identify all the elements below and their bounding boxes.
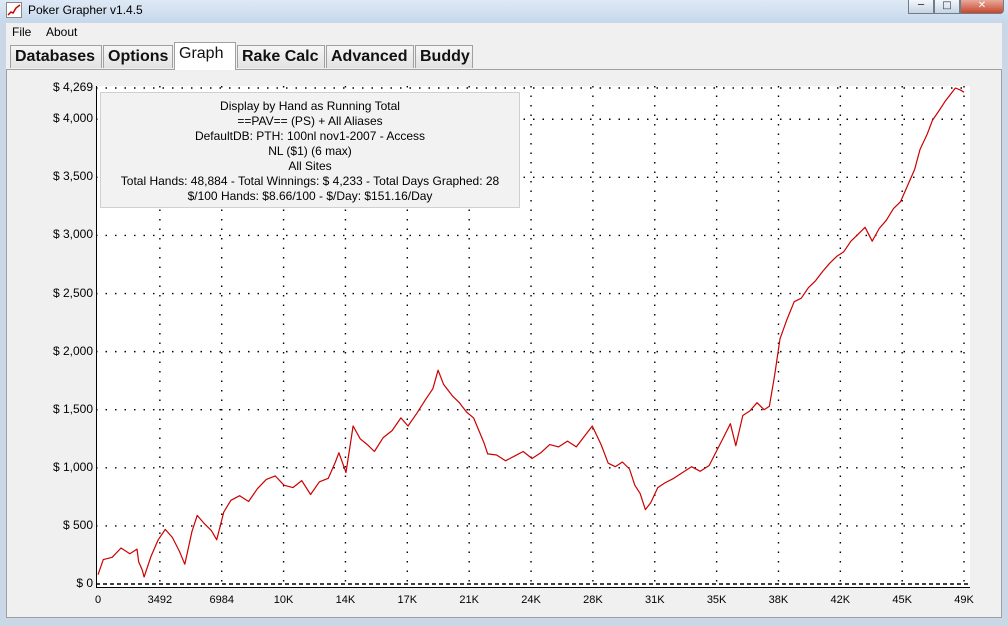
y-tick-label: $ 1,000 — [52, 459, 93, 474]
y-tick-label: $ 500 — [62, 517, 93, 532]
maximize-button[interactable]: □ — [934, 0, 960, 14]
y-tick-label: $ 0 — [76, 576, 93, 590]
tab-advanced[interactable]: Advanced — [326, 45, 414, 68]
info-game: NL ($1) (6 max) — [268, 144, 352, 158]
y-tick-label: $ 2,000 — [52, 343, 93, 358]
tab-graph[interactable]: Graph — [174, 42, 236, 70]
info-totals: Total Hands: 48,884 - Total Winnings: $ … — [120, 174, 500, 188]
x-tick-label: 49K — [954, 594, 974, 606]
x-tick-label: 24K — [521, 594, 541, 606]
x-tick-label: 38K — [768, 594, 789, 606]
tab-databases[interactable]: Databases — [10, 45, 102, 68]
y-tick-label: $ 1,500 — [52, 401, 93, 416]
x-tick-label: 14K — [335, 594, 356, 606]
info-database: DefaultDB: PTH: 100nl nov1-2007 - Access — [194, 129, 426, 143]
x-tick-label: 0 — [94, 594, 102, 606]
menu-bar: File About — [6, 23, 1002, 40]
winnings-chart — [96, 86, 970, 588]
window-title: Poker Grapher v1.4.5 — [28, 3, 143, 17]
y-tick-label: $ 3,500 — [52, 169, 93, 184]
tab-rake-calc[interactable]: Rake Calc — [237, 45, 325, 68]
x-tick-label: 17K — [397, 594, 418, 606]
tab-options[interactable]: Options — [103, 45, 173, 68]
menu-file[interactable]: File — [12, 25, 32, 39]
x-tick-label: 35K — [706, 594, 727, 606]
title-bar: Poker Grapher v1.4.5 ─ □ ✕ — [0, 0, 1008, 22]
x-tick-label: 6984 — [209, 594, 234, 606]
x-tick-label: 28K — [583, 594, 603, 606]
info-player: ==PAV== (PS) + All Aliases — [237, 114, 383, 128]
close-button[interactable]: ✕ — [960, 0, 1004, 14]
winnings-line — [97, 87, 965, 578]
graph-info-box: Display by Hand as Running Total ==PAV==… — [100, 92, 520, 208]
x-tick-label: 3492 — [147, 594, 173, 606]
tab-buddy[interactable]: Buddy — [415, 45, 473, 68]
info-sites: All Sites — [288, 159, 332, 173]
x-tick-label: 42K — [830, 594, 851, 606]
app-icon — [6, 2, 22, 18]
y-tick-label: $ 2,500 — [52, 285, 93, 300]
y-tick-label: $ 4,269 — [52, 80, 93, 94]
info-display-mode: Display by Hand as Running Total — [220, 99, 400, 113]
info-rates: $/100 Hands: $8.66/100 - $/Day: $151.16/… — [187, 189, 433, 203]
minimize-button[interactable]: ─ — [908, 0, 934, 14]
menu-about[interactable]: About — [46, 25, 78, 39]
x-tick-label: 31K — [644, 594, 665, 606]
y-tick-label: $ 3,000 — [52, 227, 93, 242]
x-tick-label: 10K — [273, 594, 294, 606]
x-tick-label: 21K — [459, 594, 479, 606]
tab-strip: Databases Options Graph Rake Calc Advanc… — [6, 40, 1002, 70]
y-tick-label: $ 4,000 — [52, 111, 93, 126]
x-tick-label: 45K — [892, 594, 912, 606]
